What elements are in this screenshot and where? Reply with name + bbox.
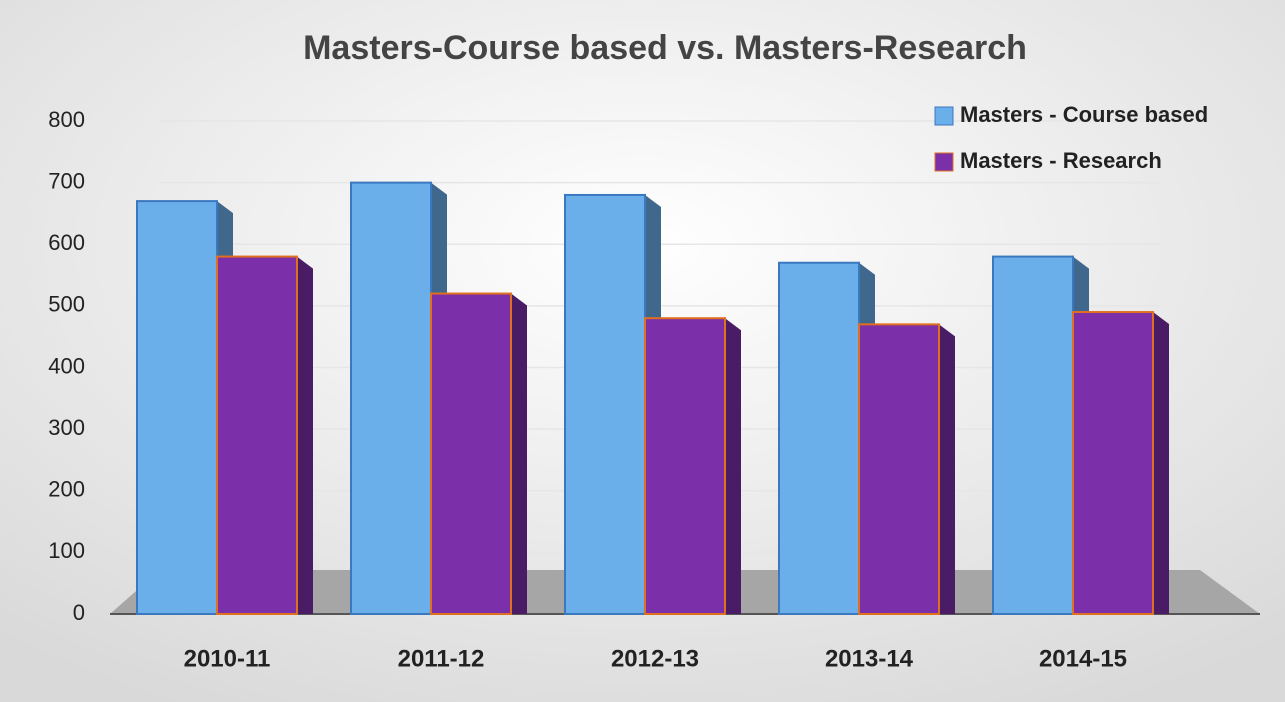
x-tick-label: 2014-15 [1039, 645, 1127, 672]
y-tick-label: 300 [48, 415, 85, 440]
bar-side [725, 318, 741, 614]
y-tick-label: 500 [48, 292, 85, 317]
y-tick-label: 0 [73, 600, 85, 625]
y-tick-label: 600 [48, 230, 85, 255]
y-tick-label: 700 [48, 168, 85, 193]
bar-side [1153, 312, 1169, 614]
x-tick-label: 2012-13 [611, 645, 699, 672]
bar [136, 200, 218, 616]
legend-swatch [934, 106, 954, 126]
y-tick-label: 100 [48, 538, 85, 563]
y-tick-label: 800 [48, 107, 85, 132]
chart-title: Masters-Course based vs. Masters-Researc… [303, 29, 1027, 67]
bar [1072, 311, 1154, 615]
bar-side [511, 293, 527, 614]
bar-side [297, 256, 313, 614]
bar [216, 255, 298, 615]
bar [564, 193, 646, 615]
bar-side [939, 324, 955, 614]
bar [350, 181, 432, 615]
bar [778, 261, 860, 615]
y-tick-label: 400 [48, 353, 85, 378]
bar [858, 323, 940, 615]
bar [992, 255, 1074, 615]
x-tick-label: 2013-14 [825, 645, 914, 672]
y-tick-label: 200 [48, 477, 85, 502]
bar [644, 317, 726, 615]
legend-label: Masters - Course based [960, 102, 1208, 127]
legend-swatch [934, 152, 954, 172]
x-tick-label: 2010-11 [184, 645, 271, 672]
legend-label: Masters - Research [960, 148, 1162, 173]
bar [430, 292, 512, 615]
x-tick-label: 2011-12 [398, 645, 485, 672]
